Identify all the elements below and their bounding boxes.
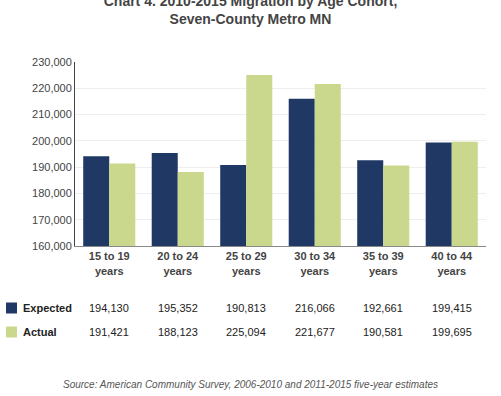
- svg-text:Chart 4. 2010-2015 Migration b: Chart 4. 2010-2015 Migration by Age Coho…: [104, 0, 398, 27]
- svg-text:35 to 39years: 35 to 39years: [363, 250, 404, 276]
- svg-text:194,130: 194,130: [89, 302, 129, 314]
- svg-text:170,000: 170,000: [32, 214, 72, 226]
- svg-text:199,695: 199,695: [432, 326, 472, 338]
- svg-text:25 to 29years: 25 to 29years: [226, 250, 267, 276]
- svg-text:40 to 44years: 40 to 44years: [431, 250, 473, 276]
- svg-text:30 to 34years: 30 to 34years: [294, 250, 336, 276]
- svg-text:195,352: 195,352: [158, 302, 198, 314]
- svg-text:Expected: Expected: [23, 302, 72, 314]
- svg-text:160,000: 160,000: [32, 240, 72, 252]
- svg-text:221,677: 221,677: [295, 326, 335, 338]
- svg-text:220,000: 220,000: [32, 82, 72, 94]
- svg-text:216,066: 216,066: [295, 302, 335, 314]
- svg-text:Source: American Community Sur: Source: American Community Survey, 2006-…: [63, 379, 438, 390]
- svg-text:190,813: 190,813: [226, 302, 266, 314]
- svg-text:210,000: 210,000: [32, 108, 72, 120]
- svg-text:191,421: 191,421: [89, 326, 129, 338]
- svg-text:Actual: Actual: [23, 326, 57, 338]
- svg-text:230,000: 230,000: [32, 56, 72, 68]
- svg-text:190,000: 190,000: [32, 161, 72, 173]
- svg-text:20 to 24years: 20 to 24years: [157, 250, 199, 276]
- svg-text:190,581: 190,581: [363, 326, 403, 338]
- svg-text:15 to 19years: 15 to 19years: [89, 250, 130, 276]
- svg-text:200,000: 200,000: [32, 135, 72, 147]
- svg-text:180,000: 180,000: [32, 187, 72, 199]
- svg-text:225,094: 225,094: [226, 326, 266, 338]
- svg-text:199,415: 199,415: [432, 302, 472, 314]
- svg-text:192,661: 192,661: [363, 302, 403, 314]
- svg-text:188,123: 188,123: [158, 326, 198, 338]
